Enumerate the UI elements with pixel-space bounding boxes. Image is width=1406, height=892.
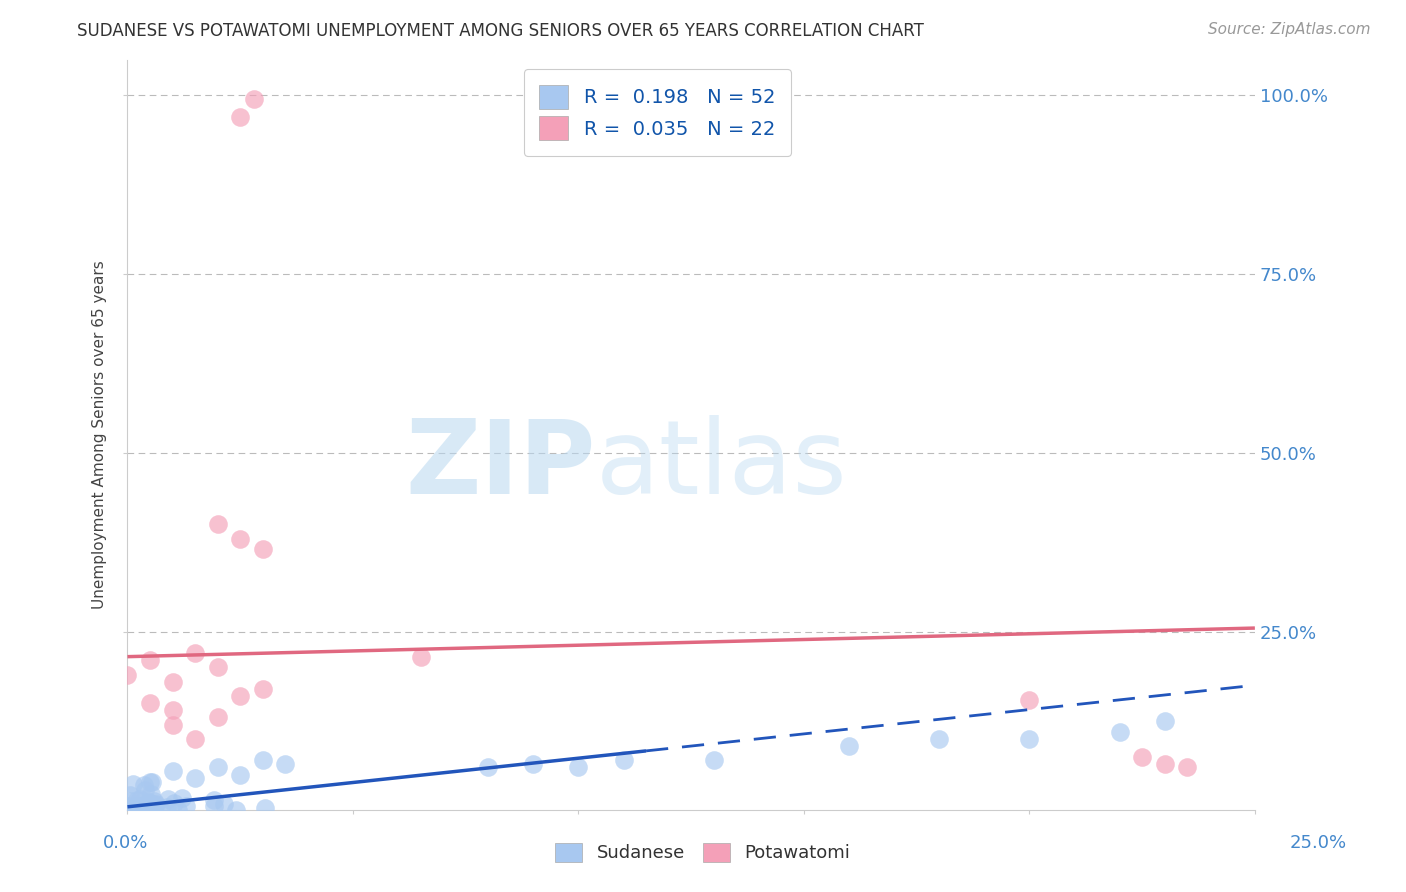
Point xyxy=(163,796,186,810)
Point xyxy=(162,764,184,778)
Point xyxy=(117,798,139,813)
Point xyxy=(145,797,167,811)
Point xyxy=(132,797,155,812)
Point xyxy=(1153,714,1175,728)
Point xyxy=(117,667,139,681)
Point xyxy=(838,739,860,753)
Point xyxy=(254,800,277,814)
Point xyxy=(128,799,150,814)
Text: 0.0%: 0.0% xyxy=(103,834,148,852)
Point xyxy=(118,802,141,816)
Point xyxy=(166,803,188,817)
Point xyxy=(184,731,207,746)
Point xyxy=(274,756,297,771)
Point xyxy=(120,794,142,808)
Point xyxy=(134,779,156,793)
Point xyxy=(141,774,163,789)
Point xyxy=(207,517,229,532)
Point xyxy=(157,792,180,806)
Point xyxy=(138,795,160,809)
Point xyxy=(139,696,162,710)
Point xyxy=(128,792,150,806)
Point xyxy=(242,92,264,106)
Point xyxy=(225,803,247,817)
Point xyxy=(120,788,142,802)
Point xyxy=(145,798,167,813)
Point xyxy=(612,753,634,767)
Point xyxy=(143,793,166,807)
Point xyxy=(252,542,274,557)
Point xyxy=(125,801,148,815)
Point xyxy=(229,532,252,546)
Point xyxy=(567,760,589,774)
Point xyxy=(139,774,162,789)
Point xyxy=(229,767,252,781)
Point xyxy=(125,798,148,813)
Point xyxy=(202,798,225,813)
Point xyxy=(1130,749,1153,764)
Point xyxy=(162,674,184,689)
Point xyxy=(134,783,156,797)
Text: Source: ZipAtlas.com: Source: ZipAtlas.com xyxy=(1208,22,1371,37)
Point xyxy=(409,649,432,664)
Point xyxy=(229,110,252,124)
Point xyxy=(141,798,163,813)
Point xyxy=(121,777,143,791)
Legend: Sudanese, Potawatomi: Sudanese, Potawatomi xyxy=(548,836,858,870)
Point xyxy=(202,793,225,807)
Point xyxy=(229,689,252,703)
Point xyxy=(477,760,499,774)
Text: 25.0%: 25.0% xyxy=(1289,834,1347,852)
Text: atlas: atlas xyxy=(595,415,846,516)
Point xyxy=(252,681,274,696)
Point xyxy=(139,787,162,801)
Point xyxy=(1018,731,1040,746)
Legend: R =  0.198   N = 52, R =  0.035   N = 22: R = 0.198 N = 52, R = 0.035 N = 22 xyxy=(523,70,792,156)
Point xyxy=(142,799,165,814)
Point xyxy=(207,660,229,674)
Point xyxy=(136,800,159,814)
Point xyxy=(184,771,207,785)
Point xyxy=(184,646,207,660)
Point xyxy=(156,800,179,814)
Point xyxy=(212,797,235,811)
Point xyxy=(928,731,950,746)
Point xyxy=(139,796,162,810)
Text: ZIP: ZIP xyxy=(405,415,595,516)
Point xyxy=(1018,692,1040,706)
Point xyxy=(139,653,162,667)
Point xyxy=(703,753,725,767)
Point xyxy=(522,756,544,771)
Point xyxy=(252,753,274,767)
Point xyxy=(1175,760,1198,774)
Point xyxy=(162,717,184,731)
Point xyxy=(172,790,194,805)
Point xyxy=(162,703,184,717)
Point xyxy=(207,710,229,724)
Point xyxy=(125,793,148,807)
Point xyxy=(174,798,197,813)
Text: SUDANESE VS POTAWATOMI UNEMPLOYMENT AMONG SENIORS OVER 65 YEARS CORRELATION CHAR: SUDANESE VS POTAWATOMI UNEMPLOYMENT AMON… xyxy=(77,22,924,40)
Point xyxy=(1108,724,1130,739)
Point xyxy=(1153,756,1175,771)
Point xyxy=(149,803,172,817)
Point xyxy=(207,760,229,774)
Y-axis label: Unemployment Among Seniors over 65 years: Unemployment Among Seniors over 65 years xyxy=(93,260,107,609)
